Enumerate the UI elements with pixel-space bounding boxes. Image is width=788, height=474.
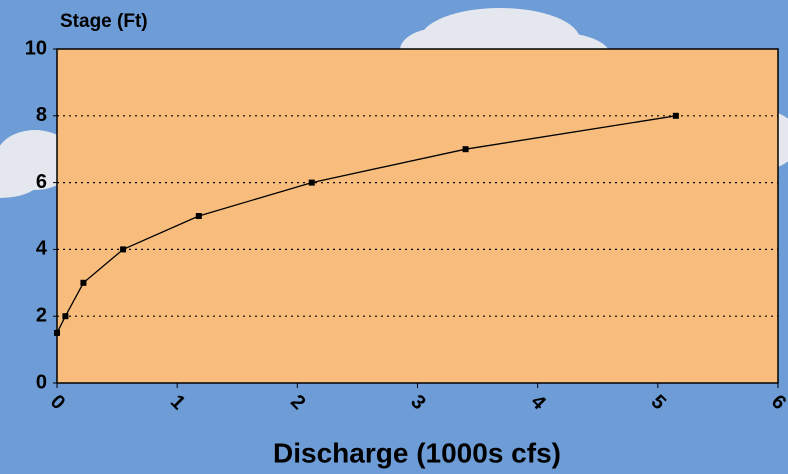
y-tick-label: 0 (36, 371, 47, 393)
y-tick-label: 6 (36, 171, 47, 193)
point (672, 112, 679, 119)
x-axis-label: Discharge (1000s cfs) (273, 437, 561, 468)
line (56, 115, 676, 334)
point (195, 213, 202, 219)
plot-area (56, 48, 779, 384)
y-tick-label: 4 (36, 238, 48, 260)
point (120, 246, 127, 253)
point (54, 329, 60, 336)
y-axis-label: Stage (Ft) (60, 11, 148, 32)
point (80, 279, 87, 286)
point (308, 179, 315, 186)
point (62, 313, 69, 320)
y-tick-label: 2 (36, 304, 47, 326)
y-tick-label: 8 (36, 104, 47, 126)
y-tick-label: 10 (25, 37, 47, 59)
point (462, 146, 469, 153)
